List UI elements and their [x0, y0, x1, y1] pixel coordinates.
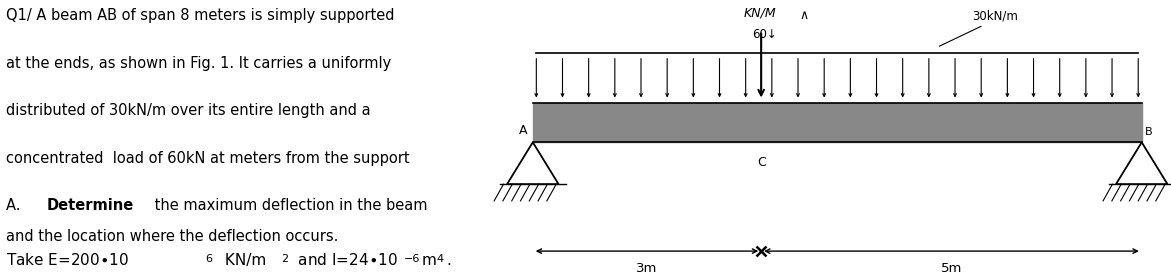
Text: 3m: 3m	[636, 262, 658, 275]
Text: C: C	[756, 156, 766, 169]
Text: and I=24$\bullet$10: and I=24$\bullet$10	[293, 252, 398, 268]
Text: −6: −6	[404, 254, 420, 264]
Text: Determine: Determine	[47, 198, 135, 213]
Text: 5m: 5m	[940, 262, 963, 275]
Text: 30kN/m: 30kN/m	[972, 9, 1018, 22]
Text: ∧: ∧	[800, 9, 809, 22]
Text: KN/M: KN/M	[744, 6, 776, 20]
Text: 4: 4	[437, 254, 444, 264]
Text: the maximum deflection in the beam: the maximum deflection in the beam	[150, 198, 427, 213]
Text: m: m	[422, 253, 437, 268]
Text: A: A	[519, 124, 527, 137]
Text: Q1/ A beam AB of span 8 meters is simply supported: Q1/ A beam AB of span 8 meters is simply…	[6, 8, 395, 23]
Text: A.: A.	[6, 198, 25, 213]
Text: KN/m: KN/m	[220, 253, 266, 268]
Text: 2: 2	[281, 254, 288, 264]
Text: B: B	[1145, 127, 1153, 137]
Text: at the ends, as shown in Fig. 1. It carries a uniformly: at the ends, as shown in Fig. 1. It carr…	[6, 56, 391, 71]
Text: distributed of 30kN/m over its entire length and a: distributed of 30kN/m over its entire le…	[6, 103, 370, 118]
Bar	[533, 103, 1142, 142]
Text: and the location where the deflection occurs.: and the location where the deflection oc…	[6, 229, 338, 244]
Text: concentrated  load of 60kN at meters from the support: concentrated load of 60kN at meters from…	[6, 151, 410, 166]
Text: 6: 6	[205, 254, 212, 264]
Text: 60↓: 60↓	[752, 28, 776, 41]
Text: .: .	[446, 253, 451, 268]
Text: Take E=200$\bullet$10: Take E=200$\bullet$10	[6, 252, 129, 268]
